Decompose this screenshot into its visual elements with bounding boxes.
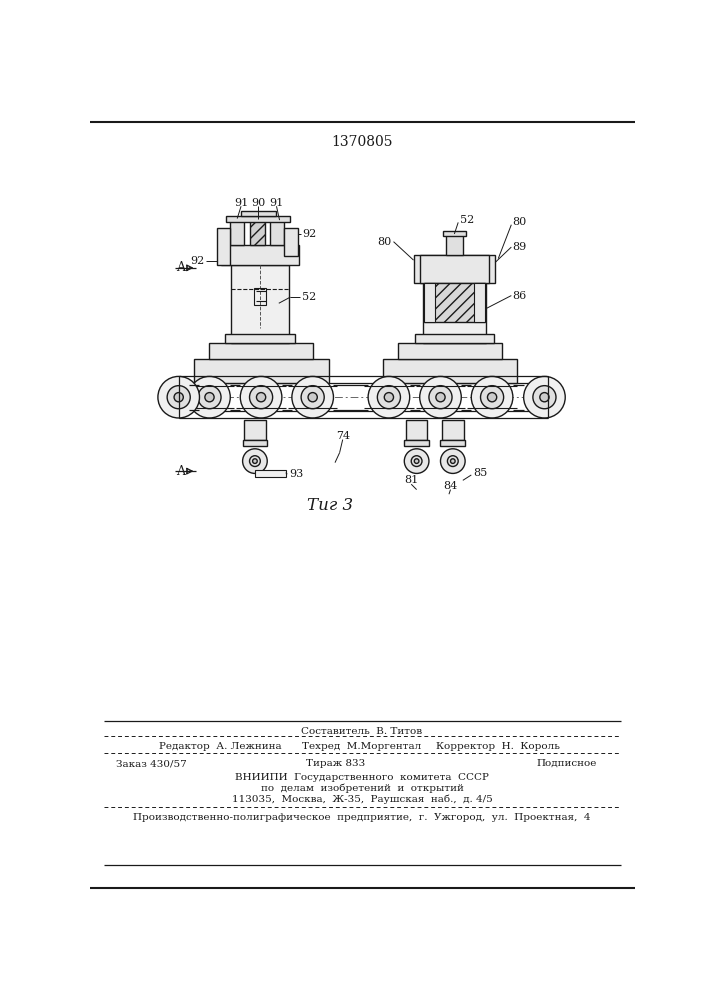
Bar	[255, 470, 286, 477]
Circle shape	[250, 456, 260, 466]
Bar	[382, 359, 518, 383]
Text: 92: 92	[190, 256, 204, 266]
Bar	[243, 440, 267, 446]
Circle shape	[158, 376, 199, 418]
Text: 86: 86	[512, 291, 526, 301]
Bar	[474, 283, 485, 322]
Bar	[231, 265, 288, 343]
Bar	[225, 334, 295, 343]
Text: Тираж 833: Тираж 833	[305, 759, 365, 768]
Circle shape	[481, 386, 503, 409]
Circle shape	[167, 386, 190, 409]
Text: Редактор  А. Лежнина: Редактор А. Лежнина	[160, 742, 282, 751]
Text: 85: 85	[473, 468, 487, 478]
Circle shape	[385, 393, 394, 402]
Text: Составитель  В. Титов: Составитель В. Титов	[301, 727, 423, 736]
Circle shape	[472, 376, 513, 418]
Bar	[221, 245, 299, 265]
Bar	[446, 234, 463, 255]
Circle shape	[420, 376, 461, 418]
Text: Заказ 430/57: Заказ 430/57	[115, 759, 187, 768]
Circle shape	[368, 376, 409, 418]
Circle shape	[436, 393, 445, 402]
Bar	[423, 283, 486, 343]
Text: 74: 74	[336, 431, 350, 441]
Bar	[250, 219, 265, 245]
Bar	[442, 420, 464, 440]
Text: 52: 52	[460, 215, 474, 225]
Bar	[226, 216, 290, 222]
Text: 84: 84	[443, 481, 457, 491]
Bar	[443, 231, 466, 235]
Bar	[423, 283, 435, 322]
Circle shape	[450, 459, 455, 463]
Text: 89: 89	[512, 242, 526, 252]
Text: 1370805: 1370805	[331, 135, 392, 149]
Text: Производственно-полиграфическое  предприятие,  г.  Ужгород,  ул.  Проектная,  4: Производственно-полиграфическое предприя…	[133, 813, 591, 822]
Text: 93: 93	[288, 469, 303, 479]
Circle shape	[205, 393, 214, 402]
Circle shape	[189, 376, 230, 418]
Text: 91: 91	[234, 198, 248, 208]
Bar	[230, 220, 244, 245]
Circle shape	[250, 386, 273, 409]
Text: 91: 91	[269, 198, 284, 208]
Text: 81: 81	[404, 475, 419, 485]
Circle shape	[429, 386, 452, 409]
Text: Τиг 3: Τиг 3	[308, 496, 354, 514]
Bar	[420, 255, 489, 283]
Circle shape	[448, 456, 458, 466]
Bar	[270, 220, 284, 245]
Text: 52: 52	[302, 292, 316, 302]
Bar	[254, 288, 267, 305]
Bar	[440, 440, 465, 446]
Circle shape	[198, 386, 221, 409]
Bar	[241, 211, 276, 216]
Text: 90: 90	[251, 198, 265, 208]
Text: ВНИИПИ  Государственного  комитета  СССР: ВНИИПИ Государственного комитета СССР	[235, 773, 489, 782]
Text: Корректор  Н.  Король: Корректор Н. Король	[436, 742, 560, 751]
Bar	[415, 334, 493, 343]
Text: 92: 92	[303, 229, 317, 239]
Circle shape	[240, 376, 282, 418]
Bar	[284, 228, 298, 256]
Text: по  делам  изобретений  и  открытий: по делам изобретений и открытий	[260, 784, 463, 793]
Circle shape	[257, 393, 266, 402]
Text: A: A	[176, 261, 185, 274]
Text: 80: 80	[378, 237, 392, 247]
Bar	[398, 343, 502, 359]
Circle shape	[404, 449, 429, 473]
Bar	[244, 420, 266, 440]
Circle shape	[414, 459, 419, 463]
Bar	[423, 283, 485, 322]
Bar	[404, 440, 429, 446]
Text: 113035,  Москва,  Ж-35,  Раушская  наб.,  д. 4/5: 113035, Москва, Ж-35, Раушская наб., д. …	[232, 795, 492, 804]
Text: 80: 80	[512, 217, 526, 227]
Text: A: A	[176, 465, 185, 478]
Bar	[406, 420, 428, 440]
Circle shape	[533, 386, 556, 409]
Bar	[217, 228, 230, 265]
Circle shape	[252, 459, 257, 463]
Bar	[194, 359, 329, 383]
Circle shape	[411, 456, 422, 466]
Circle shape	[174, 393, 183, 402]
Circle shape	[540, 393, 549, 402]
Text: Подписное: Подписное	[537, 759, 597, 768]
Circle shape	[524, 376, 565, 418]
Circle shape	[243, 449, 267, 473]
Circle shape	[378, 386, 400, 409]
Circle shape	[487, 393, 497, 402]
Circle shape	[301, 386, 325, 409]
Text: Техред  М.Моргентал: Техред М.Моргентал	[303, 742, 421, 751]
Circle shape	[292, 376, 334, 418]
Bar	[414, 255, 495, 283]
Circle shape	[440, 449, 465, 473]
Circle shape	[308, 393, 317, 402]
Bar	[209, 343, 313, 359]
